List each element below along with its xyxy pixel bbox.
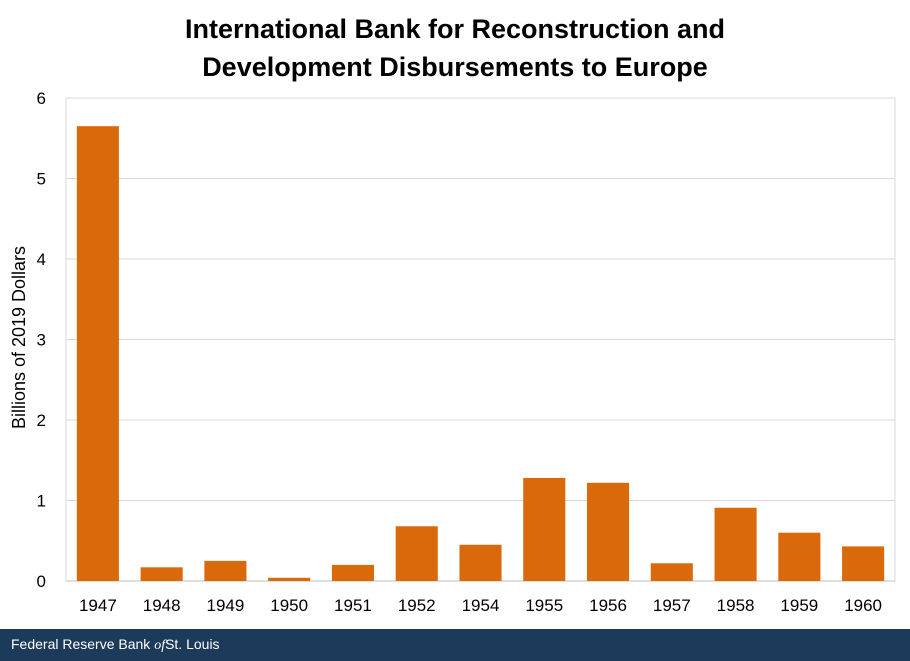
footer-org-name: Federal Reserve Bank ofSt. Louis — [11, 636, 220, 654]
chart-title: International Bank for Reconstruction an… — [0, 10, 910, 86]
bar-1957 — [650, 563, 693, 581]
bar-1950 — [268, 577, 311, 581]
y-tick-label: 6 — [37, 89, 46, 108]
x-tick-label: 1949 — [207, 596, 245, 615]
x-tick-label: 1951 — [334, 596, 372, 615]
bar-1960 — [842, 546, 885, 581]
y-tick-label: 3 — [37, 331, 46, 350]
bar-1952 — [395, 526, 438, 581]
y-tick-label: 0 — [37, 572, 46, 591]
x-tick-label: 1960 — [844, 596, 882, 615]
y-tick-label: 5 — [37, 170, 46, 189]
bar-chart: 0 1 2 3 4 5 6 1947 1948 1949 1950 1951 1952 1954 1955 1… — [9, 89, 896, 615]
bar-1956 — [586, 482, 630, 581]
footer-bar: Federal Reserve Bank ofSt. Louis — [0, 629, 910, 661]
y-tick-label: 1 — [37, 492, 46, 511]
footer-org-suffix: St. Louis — [165, 636, 220, 652]
chart-title-line-2: Development Disbursements to Europe — [202, 52, 708, 82]
footer-org-of: of — [154, 638, 166, 653]
x-tick-label: 1952 — [398, 596, 436, 615]
bar-1948 — [140, 567, 183, 581]
y-tick-label: 4 — [37, 250, 46, 269]
bar-1958 — [714, 507, 757, 581]
bar-1951 — [331, 564, 375, 581]
bar-1949 — [204, 560, 247, 581]
x-tick-label: 1957 — [653, 596, 691, 615]
bar-1959 — [778, 532, 821, 581]
x-tick-label: 1950 — [270, 596, 308, 615]
bar-1954 — [459, 544, 502, 581]
footer-org-prefix: Federal Reserve Bank — [11, 636, 155, 652]
x-tick-label: 1954 — [462, 596, 500, 615]
x-tick-label: 1958 — [717, 596, 755, 615]
x-tick-label: 1959 — [780, 596, 818, 615]
x-tick-label: 1956 — [589, 596, 627, 615]
y-tick-label: 2 — [37, 411, 46, 430]
y-axis-label: Billions of 2019 Dollars — [9, 246, 29, 429]
x-tick-label: 1947 — [79, 596, 117, 615]
bar-1947 — [76, 126, 119, 582]
bar-1955 — [523, 477, 566, 581]
x-tick-label: 1948 — [143, 596, 181, 615]
chart-title-line-1: International Bank for Reconstruction an… — [184, 14, 726, 44]
x-tick-label: 1955 — [525, 596, 563, 615]
